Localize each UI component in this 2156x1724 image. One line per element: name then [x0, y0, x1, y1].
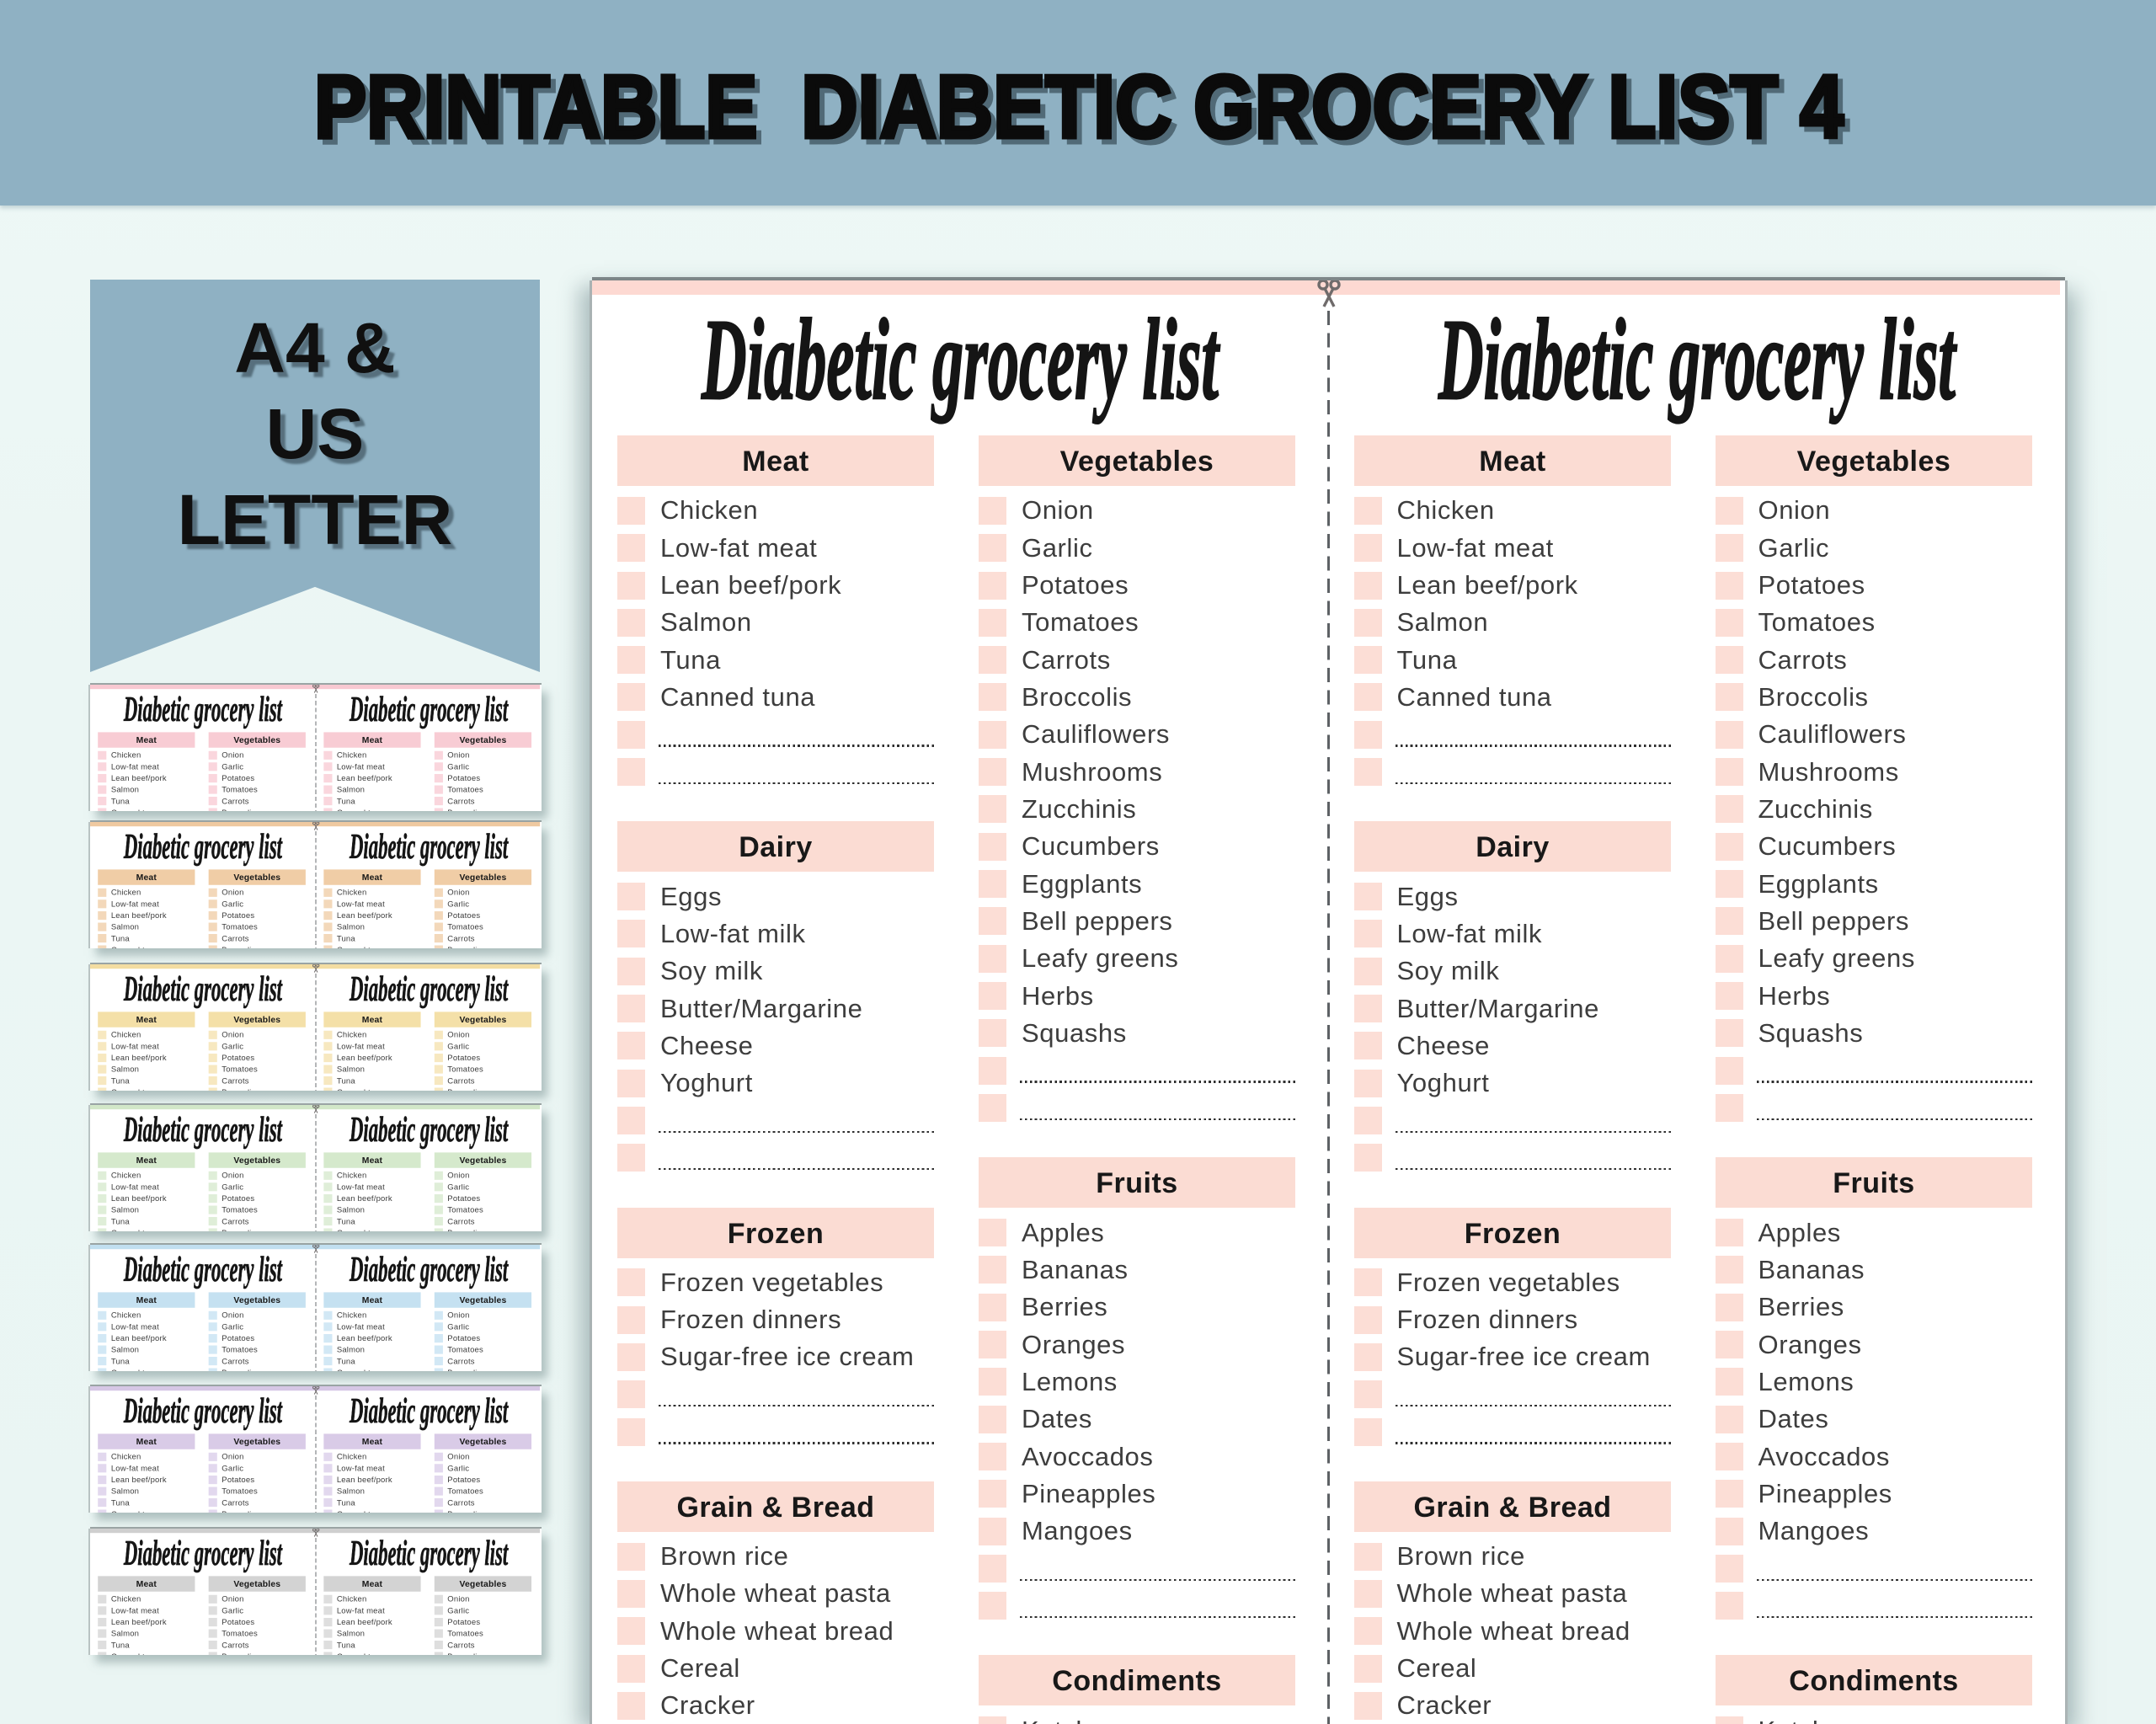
svg-text:Diabetic grocery list: Diabetic grocery list [123, 1113, 282, 1150]
svg-text:Meat: Meat [362, 1016, 383, 1025]
svg-text:Meat: Meat [362, 1580, 383, 1589]
svg-text:Vegetables: Vegetables [459, 1580, 506, 1589]
svg-text:Meat: Meat [362, 1296, 383, 1305]
svg-text:Grain & Bread: Grain & Bread [676, 1492, 874, 1524]
svg-text:Vegetables: Vegetables [233, 1580, 280, 1589]
svg-text:Meat: Meat [1479, 446, 1545, 478]
svg-text:Condiments: Condiments [1052, 1665, 1221, 1697]
svg-text:Meat: Meat [136, 1438, 157, 1447]
svg-text:Diabetic grocery list: Diabetic grocery list [123, 692, 282, 729]
svg-text:Fruits: Fruits [1096, 1167, 1177, 1199]
svg-text:Meat: Meat [136, 1580, 157, 1589]
svg-text:Condiments: Condiments [1789, 1665, 1958, 1697]
svg-text:Diabetic grocery list: Diabetic grocery list [123, 830, 282, 867]
svg-text:Vegetables: Vegetables [233, 1156, 280, 1166]
svg-text:Meat: Meat [362, 873, 383, 883]
svg-text:Diabetic grocery list: Diabetic grocery list [349, 1536, 508, 1573]
svg-text:Meat: Meat [136, 1156, 157, 1166]
svg-text:Vegetables: Vegetables [233, 873, 280, 883]
svg-text:Meat: Meat [136, 1016, 157, 1025]
svg-text:Vegetables: Vegetables [459, 873, 506, 883]
svg-text:Grain & Bread: Grain & Bread [1413, 1492, 1611, 1524]
svg-text:Diabetic grocery list: Diabetic grocery list [701, 304, 1220, 424]
svg-text:Diabetic grocery list: Diabetic grocery list [123, 1536, 282, 1573]
svg-text:Meat: Meat [362, 1438, 383, 1447]
svg-text:Meat: Meat [136, 1296, 157, 1305]
svg-text:Vegetables: Vegetables [459, 736, 506, 745]
svg-text:Diabetic grocery list: Diabetic grocery list [349, 1113, 508, 1150]
svg-text:Frozen: Frozen [1464, 1218, 1560, 1250]
svg-text:Vegetables: Vegetables [1060, 446, 1214, 478]
svg-text:Diabetic grocery list: Diabetic grocery list [349, 1394, 508, 1431]
svg-text:Meat: Meat [136, 873, 157, 883]
svg-text:Diabetic grocery list: Diabetic grocery list [123, 1252, 282, 1289]
svg-text:Meat: Meat [362, 736, 383, 745]
svg-text:Vegetables: Vegetables [233, 736, 280, 745]
svg-text:Vegetables: Vegetables [233, 1296, 280, 1305]
svg-text:Meat: Meat [362, 1156, 383, 1166]
svg-text:Diabetic grocery list: Diabetic grocery list [1437, 304, 1956, 424]
svg-text:Diabetic grocery list: Diabetic grocery list [123, 1394, 282, 1431]
svg-text:Diabetic grocery list: Diabetic grocery list [349, 1252, 508, 1289]
svg-text:Meat: Meat [742, 446, 808, 478]
svg-text:Dairy: Dairy [1476, 831, 1550, 863]
svg-text:Diabetic grocery list: Diabetic grocery list [349, 972, 508, 1009]
svg-text:Dairy: Dairy [739, 831, 813, 863]
svg-text:Vegetables: Vegetables [233, 1438, 280, 1447]
svg-text:Vegetables: Vegetables [233, 1016, 280, 1025]
svg-text:PRINTABLE DIABETIC GROCERY LI: PRINTABLE DIABETIC GROCERY LIST 4 [319, 62, 1849, 162]
svg-text:Vegetables: Vegetables [1796, 446, 1951, 478]
svg-text:Diabetic grocery list: Diabetic grocery list [123, 972, 282, 1009]
svg-text:Vegetables: Vegetables [459, 1296, 506, 1305]
svg-text:Vegetables: Vegetables [459, 1156, 506, 1166]
svg-text:Diabetic grocery list: Diabetic grocery list [349, 830, 508, 867]
svg-text:Fruits: Fruits [1833, 1167, 1914, 1199]
svg-text:Frozen: Frozen [728, 1218, 824, 1250]
svg-text:Meat: Meat [136, 736, 157, 745]
svg-text:Vegetables: Vegetables [459, 1438, 506, 1447]
svg-text:PRINTABLE DIABETIC GROCERY LI: PRINTABLE DIABETIC GROCERY LIST 4 [314, 57, 1844, 157]
svg-text:Vegetables: Vegetables [459, 1016, 506, 1025]
svg-text:Diabetic grocery list: Diabetic grocery list [349, 692, 508, 729]
